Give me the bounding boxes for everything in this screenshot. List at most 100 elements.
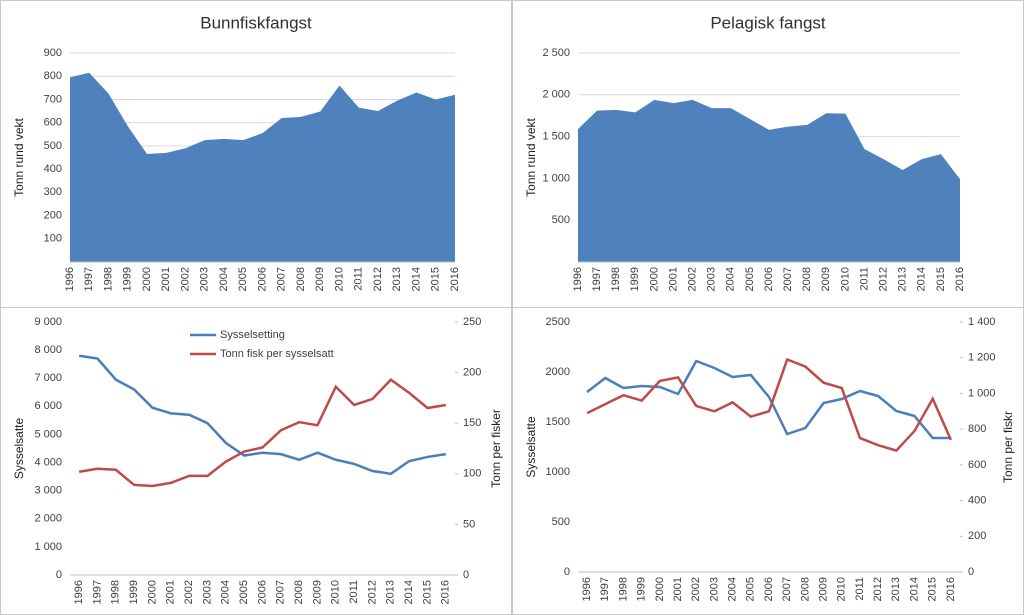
y-tick-label: 8 000 bbox=[34, 344, 62, 356]
line bbox=[586, 359, 951, 440]
x-tick-label: 2016 bbox=[954, 267, 966, 291]
x-tick-label: 1999 bbox=[629, 267, 641, 291]
y-tick-label: 0 bbox=[56, 569, 62, 581]
y2-tick-label: 100 bbox=[463, 468, 481, 480]
y-tick-label: 2 000 bbox=[542, 89, 570, 101]
y-tick-label: 1 500 bbox=[542, 131, 570, 143]
y-tick-label: 100 bbox=[44, 233, 62, 245]
y-tick-label: 1000 bbox=[546, 466, 570, 478]
y-tick-label: 500 bbox=[44, 140, 62, 152]
x-tick-label: 2002 bbox=[687, 267, 699, 291]
x-tick-label: 2010 bbox=[333, 267, 345, 291]
x-tick-label: 2011 bbox=[854, 577, 866, 601]
y-tick-label: 600 bbox=[44, 117, 62, 129]
x-tick-label: 2007 bbox=[276, 267, 288, 291]
y-tick-label: 400 bbox=[44, 163, 62, 175]
y-tick-label: 3 000 bbox=[34, 485, 62, 497]
y2-axis-title: Tonn per fiskr bbox=[1001, 411, 1015, 483]
line bbox=[586, 357, 953, 452]
x-tick-label: 2009 bbox=[314, 267, 326, 291]
x-tick-label: 2008 bbox=[799, 577, 811, 601]
x-tick-label: 2014 bbox=[403, 580, 415, 604]
y-axis-title: Sysselsatte bbox=[12, 417, 26, 479]
x-tick-label: 2012 bbox=[372, 267, 384, 291]
x-tick-label: 2013 bbox=[897, 267, 909, 291]
x-tick-label: 2007 bbox=[781, 577, 793, 601]
x-tick-label: 2000 bbox=[654, 577, 666, 601]
x-tick-label: 1996 bbox=[64, 267, 76, 291]
x-tick-label: 1999 bbox=[128, 580, 140, 604]
chart-title: Pelagisk fangst bbox=[710, 13, 826, 32]
y-tick-label: 6 000 bbox=[34, 400, 62, 412]
y-tick-label: 200 bbox=[44, 209, 62, 221]
y2-tick-label: 150 bbox=[463, 417, 481, 429]
y2-tick-label: 0 bbox=[463, 569, 469, 581]
y-axis-title: Tonn rund vekt bbox=[12, 117, 26, 196]
x-tick-label: 1996 bbox=[73, 580, 85, 604]
y2-tick-label: 200 bbox=[463, 367, 481, 379]
y2-tick-label: 600 bbox=[968, 459, 986, 471]
x-tick-label: 2001 bbox=[160, 267, 172, 291]
y-tick-label: 0 bbox=[564, 566, 570, 578]
x-tick-label: 2005 bbox=[745, 577, 757, 601]
y-tick-label: 500 bbox=[552, 214, 570, 226]
x-tick-label: 1998 bbox=[110, 580, 122, 604]
x-tick-label: 2003 bbox=[201, 580, 213, 604]
y-tick-label: 1500 bbox=[546, 416, 570, 428]
x-tick-label: 2011 bbox=[353, 267, 365, 291]
legend-label: Tonn fisk per sysselsatt bbox=[220, 348, 334, 360]
x-tick-label: 2015 bbox=[927, 577, 939, 601]
x-tick-label: 1996 bbox=[581, 577, 593, 601]
x-tick-label: 2003 bbox=[706, 267, 718, 291]
y2-tick-label: 400 bbox=[968, 494, 986, 506]
x-tick-label: 2013 bbox=[391, 267, 403, 291]
y-tick-label: 7 000 bbox=[34, 372, 62, 384]
x-tick-label: 2016 bbox=[440, 580, 452, 604]
x-tick-label: 2006 bbox=[256, 267, 268, 291]
y-axis-title: Sysselsatte bbox=[524, 416, 538, 478]
line bbox=[78, 378, 447, 488]
x-tick-label: 2011 bbox=[348, 580, 360, 604]
y-tick-label: 9 000 bbox=[34, 316, 62, 328]
y-tick-label: 700 bbox=[44, 93, 62, 105]
y2-tick-label: 800 bbox=[968, 423, 986, 435]
panel bbox=[512, 307, 1024, 615]
x-tick-label: 2007 bbox=[275, 580, 287, 604]
y-axis-title: Tonn rund vekt bbox=[524, 117, 538, 196]
x-tick-label: 2012 bbox=[366, 580, 378, 604]
x-tick-label: 2014 bbox=[916, 267, 928, 291]
x-tick-label: 1998 bbox=[102, 267, 114, 291]
x-tick-label: 1999 bbox=[636, 577, 648, 601]
y-tick-label: 800 bbox=[44, 70, 62, 82]
y-tick-label: 2 000 bbox=[34, 513, 62, 525]
x-tick-label: 1998 bbox=[610, 267, 622, 291]
x-tick-label: 2014 bbox=[908, 577, 920, 601]
x-tick-label: 2006 bbox=[763, 267, 775, 291]
x-tick-label: 2015 bbox=[935, 267, 947, 291]
y-tick-label: 900 bbox=[44, 47, 62, 59]
panel bbox=[0, 307, 512, 615]
area bbox=[70, 72, 455, 262]
x-tick-label: 2012 bbox=[878, 267, 890, 291]
x-tick-label: 1997 bbox=[91, 580, 103, 604]
x-tick-label: 2013 bbox=[385, 580, 397, 604]
y-tick-label: 2500 bbox=[546, 316, 570, 328]
y-tick-label: 4 000 bbox=[34, 456, 62, 468]
x-tick-label: 2007 bbox=[782, 267, 794, 291]
x-tick-label: 2008 bbox=[801, 267, 813, 291]
x-tick-label: 2000 bbox=[146, 580, 158, 604]
y2-tick-label: 200 bbox=[968, 530, 986, 542]
y2-tick-label: 0 bbox=[968, 566, 974, 578]
x-tick-label: 2016 bbox=[449, 267, 461, 291]
x-tick-label: 1997 bbox=[83, 267, 95, 291]
x-tick-label: 1997 bbox=[599, 577, 611, 601]
x-tick-label: 2005 bbox=[238, 580, 250, 604]
x-tick-label: 2006 bbox=[256, 580, 268, 604]
x-tick-label: 2006 bbox=[763, 577, 775, 601]
x-tick-label: 2003 bbox=[199, 267, 211, 291]
x-tick-label: 2009 bbox=[820, 267, 832, 291]
x-tick-label: 2001 bbox=[165, 580, 177, 604]
x-tick-label: 2008 bbox=[295, 267, 307, 291]
x-tick-label: 2010 bbox=[330, 580, 342, 604]
